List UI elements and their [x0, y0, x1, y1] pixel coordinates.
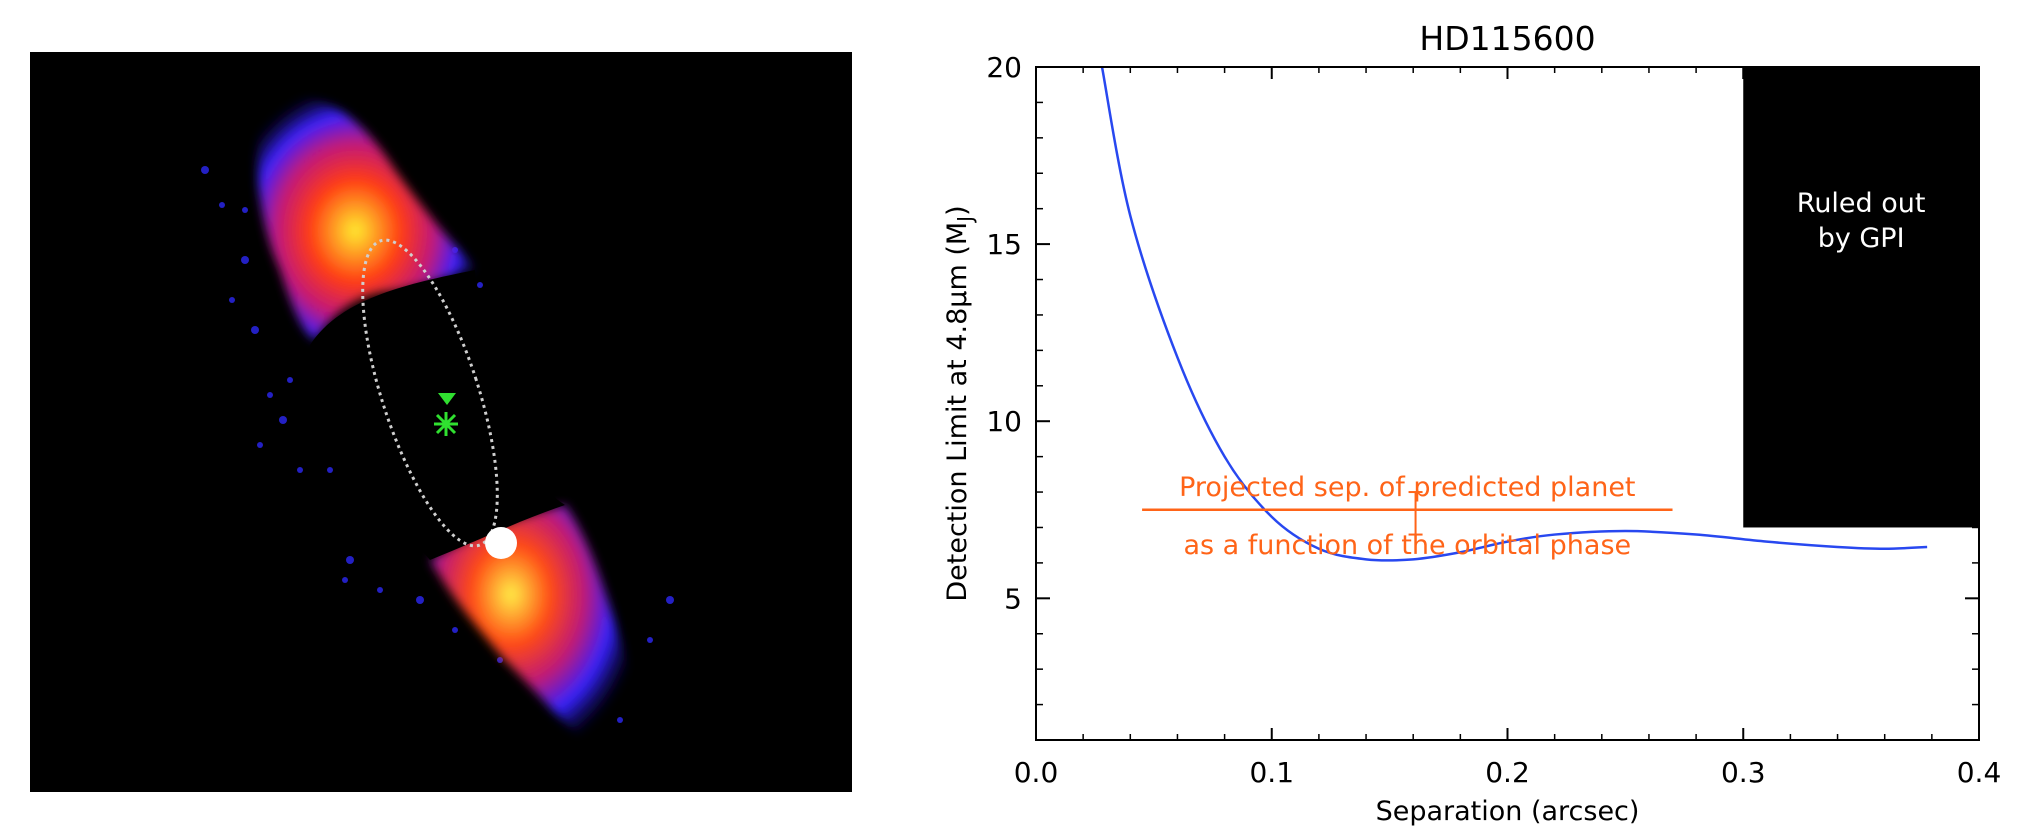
star-asterisk-marker: [434, 412, 458, 436]
noise-speckles: [201, 166, 674, 723]
x-tick-label: 0.0: [1014, 756, 1059, 789]
y-axis-label-mu: μ: [942, 291, 973, 308]
star-triangle-marker: [438, 393, 456, 405]
ruled-out-label-line-2: by GPI: [1818, 223, 1905, 254]
y-axis-label: Detection Limit at 4.8μm (MJ): [942, 205, 977, 601]
y-tick-label: 15: [986, 228, 1022, 261]
y-axis-label-subscript: J: [953, 216, 977, 224]
detection-limit-chart: Ruled out by GPI 0.0 0.1 0.2 0.3 0.4 5 10 15 20…: [942, 19, 2001, 827]
predicted-planet-label-above: Projected sep. of predicted planet: [1179, 472, 1635, 503]
x-axis-label: Separation (arcsec): [1376, 796, 1640, 827]
planet-marker: [485, 527, 517, 559]
orbit-ellipse: [361, 238, 499, 548]
y-tick-label: 20: [986, 51, 1022, 84]
disk-upper-lobe: [257, 97, 475, 341]
y-axis-label-part-3: ): [942, 205, 973, 216]
ruled-out-region: [1743, 67, 1979, 528]
plot-frame: [1035, 66, 1980, 741]
chart-title: HD115600: [1419, 19, 1595, 58]
x-tick-label: 0.1: [1249, 756, 1294, 789]
disk-image: [30, 52, 852, 792]
detection-limit-curve: [1100, 66, 1928, 562]
predicted-planet-label-below: as a function of the orbital phase: [1183, 530, 1631, 561]
ruled-out-label-line-1: Ruled out: [1797, 188, 1926, 219]
y-tick-label: 5: [1004, 582, 1022, 615]
y-tick-label: 10: [986, 405, 1022, 438]
y-axis-label-part-2: m (M: [942, 222, 973, 291]
x-tick-label: 0.3: [1721, 756, 1766, 789]
y-tick-labels: 5 10 15 20: [986, 51, 1022, 615]
axis-ticks: [1035, 66, 1980, 740]
x-tick-labels: 0.0 0.1 0.2 0.3 0.4: [1014, 756, 2002, 789]
x-tick-label: 0.2: [1485, 756, 1530, 789]
disk-lower-lobe: [430, 505, 633, 760]
x-tick-label: 0.4: [1957, 756, 2002, 789]
y-axis-label-part-1: Detection Limit at 4.8: [942, 308, 973, 602]
